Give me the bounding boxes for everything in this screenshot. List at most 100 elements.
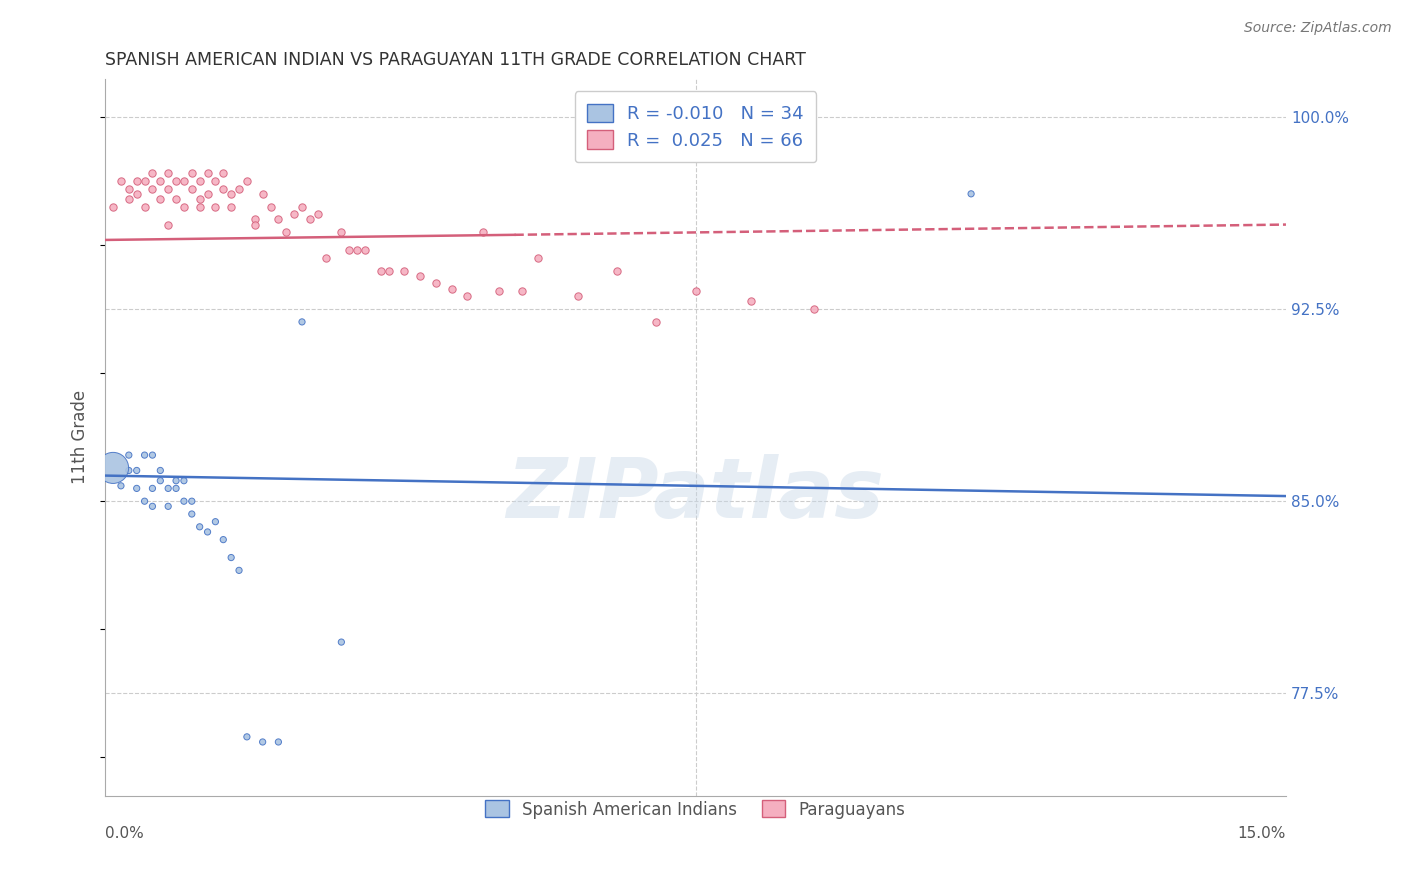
Point: [337, 243, 360, 257]
Point: [125, 186, 148, 201]
Point: [101, 801, 124, 815]
Point: [165, 174, 187, 188]
Text: 15.0%: 15.0%: [1237, 826, 1286, 841]
Point: [315, 251, 337, 265]
Point: [212, 166, 235, 180]
Point: [180, 494, 202, 508]
Point: [118, 463, 141, 477]
Point: [456, 289, 478, 303]
Text: 0.0%: 0.0%: [105, 826, 143, 841]
Point: [645, 315, 668, 329]
Point: [346, 243, 368, 257]
Point: [370, 263, 392, 277]
Point: [101, 200, 124, 214]
Point: [197, 524, 219, 539]
Point: [149, 474, 172, 488]
Point: [567, 289, 589, 303]
Y-axis label: 11th Grade: 11th Grade: [72, 390, 89, 484]
Point: [252, 186, 274, 201]
Point: [259, 200, 281, 214]
Point: [134, 174, 156, 188]
Point: [125, 482, 148, 496]
Point: [173, 174, 195, 188]
Point: [173, 474, 195, 488]
Point: [960, 186, 983, 201]
Point: [101, 461, 124, 475]
Point: [118, 182, 141, 196]
Point: [157, 166, 180, 180]
Point: [180, 166, 202, 180]
Point: [267, 735, 290, 749]
Text: ZIPatlas: ZIPatlas: [506, 454, 884, 535]
Point: [330, 225, 353, 239]
Point: [243, 218, 266, 232]
Point: [472, 225, 495, 239]
Point: [298, 212, 321, 227]
Point: [307, 207, 329, 221]
Point: [212, 533, 235, 547]
Point: [134, 200, 156, 214]
Point: [125, 463, 148, 477]
Point: [180, 507, 202, 521]
Point: [512, 284, 534, 298]
Point: [354, 243, 377, 257]
Point: [377, 263, 399, 277]
Point: [180, 182, 202, 196]
Point: [165, 482, 187, 496]
Point: [204, 174, 226, 188]
Point: [212, 182, 235, 196]
Point: [283, 207, 305, 221]
Point: [149, 463, 172, 477]
Point: [157, 500, 180, 514]
Point: [141, 166, 163, 180]
Point: [197, 166, 219, 180]
Point: [204, 200, 226, 214]
Point: [157, 482, 180, 496]
Point: [291, 200, 314, 214]
Point: [188, 174, 211, 188]
Point: [252, 735, 274, 749]
Point: [157, 182, 180, 196]
Point: [394, 263, 416, 277]
Point: [527, 251, 550, 265]
Point: [219, 550, 242, 565]
Point: [685, 284, 707, 298]
Point: [488, 284, 510, 298]
Point: [134, 494, 156, 508]
Point: [228, 182, 250, 196]
Point: [149, 192, 172, 206]
Point: [276, 225, 298, 239]
Point: [330, 635, 353, 649]
Point: [236, 174, 259, 188]
Point: [110, 174, 132, 188]
Point: [173, 200, 195, 214]
Point: [219, 200, 242, 214]
Point: [267, 212, 290, 227]
Point: [173, 494, 195, 508]
Point: [409, 268, 432, 283]
Point: [425, 277, 447, 291]
Point: [197, 186, 219, 201]
Point: [141, 182, 163, 196]
Point: [157, 218, 180, 232]
Point: [291, 315, 314, 329]
Point: [440, 282, 463, 296]
Point: [118, 448, 141, 462]
Point: [803, 302, 825, 317]
Point: [165, 192, 187, 206]
Text: Source: ZipAtlas.com: Source: ZipAtlas.com: [1244, 21, 1392, 35]
Point: [188, 520, 211, 534]
Point: [165, 474, 187, 488]
Point: [228, 563, 250, 577]
Legend: Spanish American Indians, Paraguayans: Spanish American Indians, Paraguayans: [477, 792, 914, 827]
Point: [118, 192, 141, 206]
Point: [149, 174, 172, 188]
Point: [236, 730, 259, 744]
Point: [141, 500, 163, 514]
Point: [740, 294, 762, 309]
Point: [243, 212, 266, 227]
Point: [110, 479, 132, 493]
Point: [606, 263, 628, 277]
Point: [134, 448, 156, 462]
Point: [125, 174, 148, 188]
